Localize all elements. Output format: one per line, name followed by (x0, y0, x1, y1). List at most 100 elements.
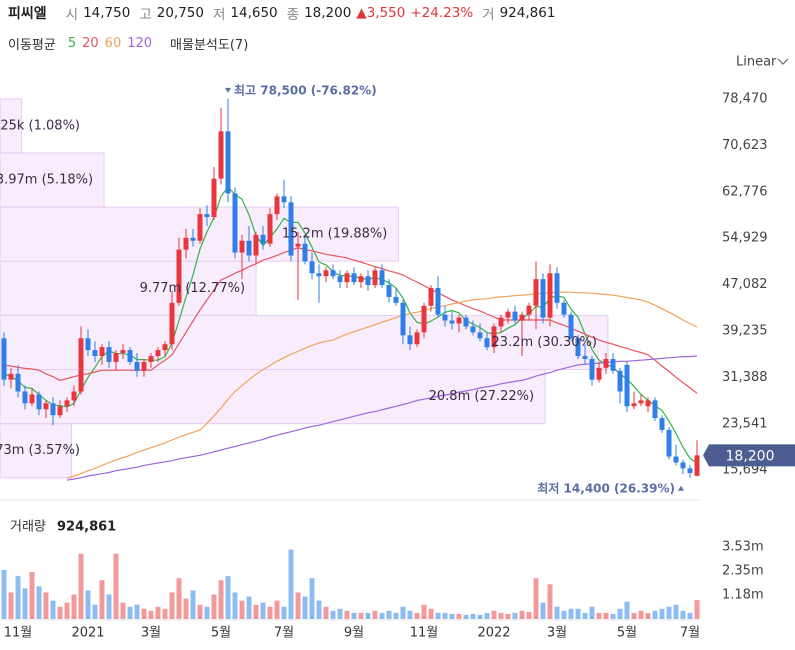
candle-body (29, 394, 35, 404)
candle-body (533, 279, 539, 306)
volume-bar (456, 613, 462, 619)
candle-body (687, 468, 693, 474)
candle-body (372, 270, 378, 286)
candle-body (491, 326, 497, 348)
candle-body (666, 429, 672, 457)
volume-bar (197, 604, 203, 619)
volume-bar (659, 608, 665, 619)
volume-bar (470, 613, 476, 619)
candle-body (134, 361, 140, 371)
candle-body (673, 456, 679, 463)
x-tick-label: 5월 (617, 626, 637, 641)
x-tick-label: 7월 (680, 626, 700, 641)
volume-bar (232, 592, 238, 619)
volume-bar (400, 606, 406, 619)
volume-bar (183, 598, 189, 619)
y-tick-label: 15,694 (722, 463, 768, 478)
candle-body (393, 296, 399, 303)
legend-item[interactable]: 매물분석도(7) (170, 37, 249, 53)
low-label: 최저 14,400 (26.39%) (537, 480, 675, 495)
profile-label: 3.97m (5.18%) (0, 173, 93, 188)
volume-bar (344, 610, 350, 619)
candle-body (232, 193, 238, 253)
legend-item[interactable]: 20 (82, 35, 99, 51)
candle-body (120, 350, 126, 354)
candle-body (225, 131, 231, 194)
volume-bar (687, 612, 693, 619)
volume-bar (589, 606, 595, 619)
volume-bar (386, 610, 392, 619)
candle-body (610, 358, 616, 371)
candle-body (330, 270, 336, 277)
candle-body (113, 353, 119, 362)
quote-label: 시 (65, 7, 79, 23)
y-tick-label: 23,541 (722, 416, 768, 431)
x-tick-label: 11월 (4, 626, 33, 641)
legend-item[interactable]: 60 (104, 35, 122, 51)
candle-body (603, 358, 609, 368)
legend-item[interactable]: 5 (67, 35, 77, 51)
candle-body (568, 314, 574, 339)
volume-bar (113, 553, 119, 619)
candle-body (449, 320, 455, 324)
x-tick-label: 7월 (274, 626, 294, 641)
volume-bar (505, 613, 511, 619)
candle-body (92, 350, 98, 357)
volume-bar (575, 608, 581, 619)
y-tick-label: 39,235 (722, 323, 768, 338)
volume-bar (337, 608, 343, 619)
candle-body (652, 400, 658, 419)
candle-body (344, 273, 350, 283)
legend-item[interactable]: 120 (127, 35, 153, 51)
volume-bar (680, 610, 686, 619)
volume-bar (365, 612, 371, 619)
volume-bar (547, 584, 553, 619)
quote-value: 20,750 (156, 5, 204, 21)
candle-body (624, 364, 630, 407)
volume-bar (176, 578, 182, 619)
volume-bar (449, 613, 455, 619)
volume-bar (330, 610, 336, 619)
profile-label: 15.2m (19.88%) (282, 227, 387, 242)
candle-body (64, 400, 70, 407)
candle-body (407, 335, 413, 345)
candle-body (351, 273, 357, 283)
x-tick-label: 11월 (410, 626, 439, 641)
candle-body (617, 370, 623, 392)
high-label: 최고 78,500 (-76.82%) (234, 82, 377, 97)
volume-bar (407, 610, 413, 619)
last-price-label: 18,200 (726, 448, 775, 464)
candle-body (442, 314, 448, 321)
candle-body (526, 305, 532, 315)
stock-name: 피씨엘 (8, 6, 47, 22)
candle-body (36, 394, 42, 410)
x-tick-label: 3월 (141, 626, 161, 641)
high-marker (225, 87, 231, 93)
candle-body (281, 196, 287, 203)
volume-bar (624, 601, 630, 619)
candle-body (589, 358, 595, 380)
candle-body (547, 273, 553, 318)
legend: 이동평균 5 20 60 120 매물분석도(7) (8, 33, 248, 53)
volume-bar (526, 611, 532, 619)
candle-body (428, 288, 434, 306)
volume-bar (561, 610, 567, 619)
volume-bar (267, 606, 273, 619)
chevron[interactable] (777, 58, 789, 65)
volume-bar (428, 608, 434, 619)
x-tick-label: 9월 (344, 626, 364, 641)
volume-bar (281, 606, 287, 619)
x-tick-label: 5월 (211, 626, 231, 641)
volume-bar (1, 570, 7, 619)
candle-body (204, 214, 210, 218)
volume-bar (211, 594, 217, 619)
candle-body (414, 332, 420, 345)
profile-bar (0, 314, 609, 371)
scale-toggle[interactable]: Linear (736, 55, 777, 70)
candle-body (358, 276, 364, 283)
volume-bar (533, 578, 539, 619)
candle-body (295, 243, 301, 247)
x-tick-label: 3월 (547, 626, 567, 641)
volume-bar (393, 612, 399, 619)
candle-body (561, 302, 567, 315)
